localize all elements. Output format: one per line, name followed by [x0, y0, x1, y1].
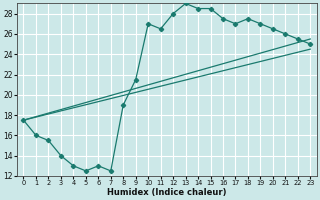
- X-axis label: Humidex (Indice chaleur): Humidex (Indice chaleur): [107, 188, 227, 197]
